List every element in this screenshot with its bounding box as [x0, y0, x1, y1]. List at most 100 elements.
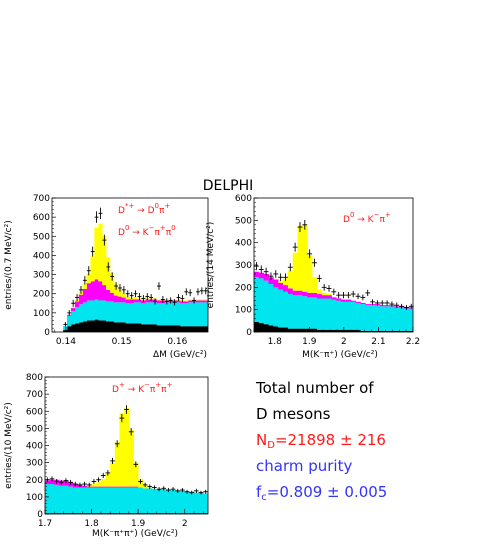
y-tick-label: 100: [235, 306, 252, 316]
bar-segment: [195, 326, 201, 332]
bar-segment: [72, 513, 78, 514]
bar-segment: [91, 513, 97, 514]
bar-segment: [96, 487, 102, 514]
x-tick-label: 1.9: [302, 337, 317, 347]
data-point: [121, 286, 126, 294]
bar-segment: [121, 292, 126, 298]
data-point: [312, 258, 317, 267]
bar-segment: [125, 296, 130, 300]
bar-segment: [176, 302, 181, 326]
bar-segment: [133, 487, 139, 514]
data-point: [100, 472, 106, 479]
bar-segment: [117, 302, 123, 323]
nd-number: =21898 ± 216: [275, 431, 386, 449]
bar-segment: [331, 299, 337, 330]
bar-segment: [145, 299, 150, 303]
bar-segment: [98, 320, 103, 332]
bar-segment: [148, 302, 154, 325]
annotation-superscript: 0: [125, 224, 129, 232]
bar-segment: [199, 299, 204, 301]
data-point: [287, 263, 293, 272]
bar-segment: [194, 492, 200, 514]
bar-segment: [138, 487, 144, 514]
bar-segment: [133, 302, 138, 324]
data-point: [175, 488, 181, 493]
decay-annotation: D0 → K−π+: [343, 211, 391, 225]
bar-segment: [355, 329, 361, 332]
bar-segment: [129, 299, 134, 304]
data-point: [172, 299, 177, 306]
bar-segment: [184, 491, 190, 514]
data-point: [96, 477, 101, 483]
bar-segment: [384, 305, 390, 307]
bar-segment: [184, 301, 189, 304]
data-point: [114, 282, 119, 290]
bar-segment: [302, 328, 308, 332]
bar-segment: [345, 301, 352, 330]
bar-segment: [365, 304, 371, 306]
data-point: [90, 246, 95, 257]
data-point: [194, 488, 199, 493]
summary-block: Total number of D mesons ND=21898 ± 216 …: [255, 379, 387, 503]
data-point: [161, 486, 167, 491]
bar-segment: [110, 513, 116, 514]
data-point: [102, 234, 107, 246]
bar-segment: [78, 294, 84, 305]
bar-segment: [119, 486, 125, 488]
bar-segment: [199, 302, 204, 327]
bar-segment: [91, 487, 97, 514]
bar-segment: [268, 277, 274, 284]
bar-segment: [399, 307, 405, 331]
bar-segment: [70, 324, 76, 332]
data-point: [389, 301, 395, 307]
y-tick-label: 0: [37, 510, 43, 520]
bar-segment: [49, 479, 55, 485]
bar-segment: [374, 330, 381, 332]
bar-segment: [156, 300, 162, 304]
bar-segment: [152, 302, 158, 325]
bar-segment: [312, 292, 318, 298]
bar-segment: [166, 513, 172, 514]
bar-segment: [170, 513, 176, 514]
bar-segment: [326, 329, 332, 332]
bar-segment: [94, 319, 99, 332]
bar-segment: [254, 277, 260, 322]
annotation-text: π: [150, 385, 156, 395]
x-tick-label: 1.9: [131, 519, 146, 529]
bar-segment: [287, 328, 294, 332]
bar-segment: [109, 273, 115, 293]
y-tick-label: 600: [26, 407, 43, 417]
data-point: [196, 288, 200, 296]
data-point: [273, 270, 279, 278]
data-point: [160, 296, 165, 303]
bar-segment: [102, 236, 107, 286]
bar-segment: [389, 306, 395, 331]
data-point: [118, 284, 122, 292]
bar-segment: [198, 492, 204, 514]
fc-subscript: c: [261, 492, 267, 503]
bar-segment: [379, 305, 386, 307]
bar-segment: [70, 310, 76, 325]
data-point: [79, 286, 83, 294]
bar-segment: [137, 299, 142, 303]
bar-segment: [268, 283, 274, 326]
bar-segment: [336, 300, 342, 330]
bar-segment: [74, 323, 80, 332]
data-point: [399, 303, 405, 309]
data-point: [145, 293, 150, 301]
bar-segment: [321, 292, 327, 296]
bar-segment: [133, 323, 138, 332]
x-tick-label: 0.15: [112, 337, 132, 347]
annotation-text: → D: [134, 206, 154, 216]
data-point: [164, 298, 169, 305]
bar-segment: [86, 300, 91, 321]
bar-segment: [307, 292, 313, 298]
bar-segment: [175, 490, 181, 514]
bar-segment: [86, 283, 91, 301]
bar-segment: [203, 493, 208, 514]
plot-frame: [51, 197, 209, 333]
bar-segment: [54, 484, 60, 514]
annotation-text: π: [154, 228, 160, 238]
stacked-bars: [254, 224, 413, 332]
annotation-superscript: +: [160, 224, 166, 232]
